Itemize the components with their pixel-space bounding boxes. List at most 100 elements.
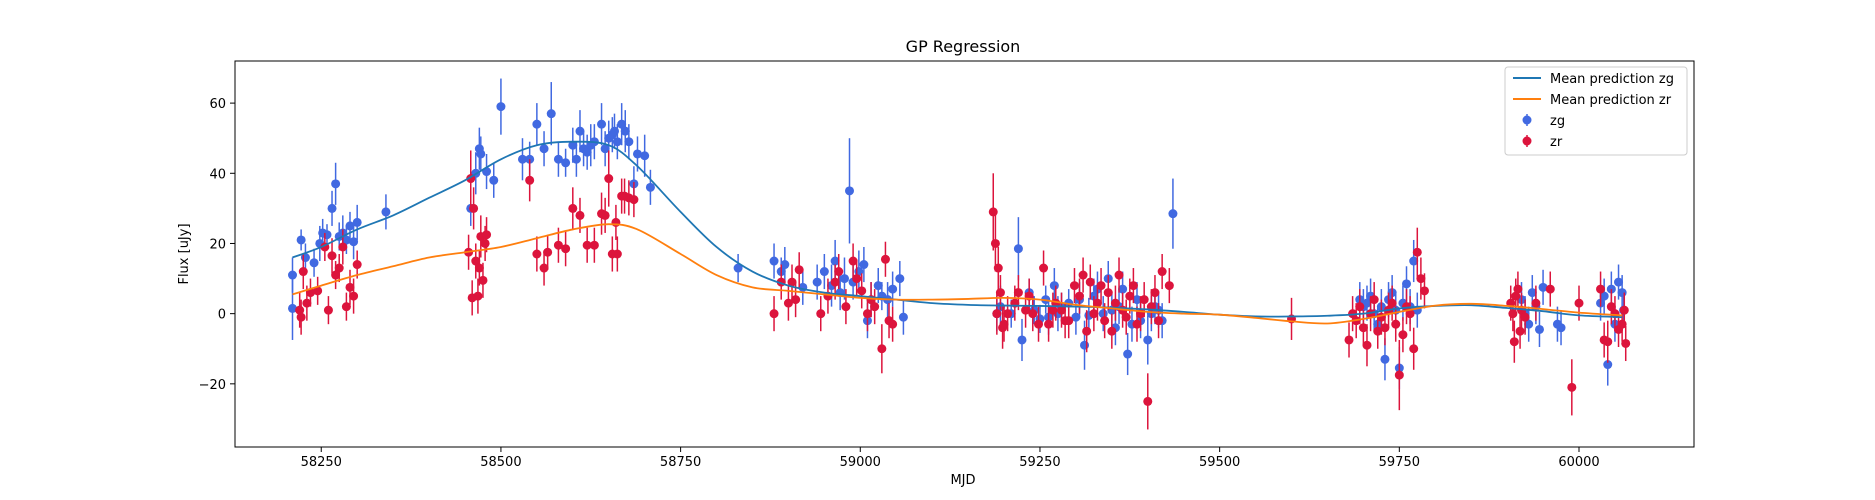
zr-point <box>999 319 1009 329</box>
zg-point <box>341 235 351 245</box>
zg-point <box>898 312 908 322</box>
zr-point <box>480 238 490 248</box>
zr-point <box>988 207 998 217</box>
y-tick-label: 20 <box>209 237 226 252</box>
zr-point <box>582 240 592 250</box>
zg-point <box>476 149 486 159</box>
zg-point <box>322 230 332 240</box>
zg-point <box>597 119 607 129</box>
mean-prediction-zg-line <box>292 140 1623 319</box>
zr-point <box>1128 281 1138 291</box>
zr-point <box>295 305 305 315</box>
legend-label: zr <box>1550 135 1563 150</box>
zr-point <box>1373 326 1383 336</box>
zr-point <box>1567 382 1577 392</box>
zr-point <box>769 309 779 319</box>
zr-point <box>478 275 488 285</box>
y-axis: −20 0 20 40 60 <box>199 97 235 393</box>
zg-point <box>381 207 391 217</box>
zr-point <box>629 195 639 205</box>
zg-point <box>1017 335 1027 345</box>
zr-point <box>469 203 479 213</box>
zr-point <box>539 263 549 273</box>
zg-point <box>1132 295 1142 305</box>
zr-point <box>1100 316 1110 326</box>
zr-point <box>1621 338 1631 348</box>
zg-point <box>830 256 840 266</box>
zr-point <box>1366 309 1376 319</box>
zg-point <box>1098 309 1108 319</box>
y-tick-label: 40 <box>209 167 226 182</box>
zr-point <box>816 309 826 319</box>
zr-point <box>1515 326 1525 336</box>
legend-label: zg <box>1550 114 1565 129</box>
zr-point <box>995 288 1005 298</box>
zr-point <box>830 277 840 287</box>
zr-point <box>298 267 308 277</box>
zr-point <box>1069 281 1079 291</box>
zg-point <box>352 217 362 227</box>
zg-point <box>733 263 743 273</box>
zr-point <box>1531 298 1541 308</box>
x-tick-label: 59250 <box>1019 455 1060 470</box>
zg-point <box>1556 323 1566 333</box>
x-tick-label: 59000 <box>840 455 881 470</box>
zr-point <box>345 282 355 292</box>
zr-point <box>1092 298 1102 308</box>
zr-point <box>783 298 793 308</box>
zg-point <box>489 175 499 185</box>
zg-point <box>1409 256 1419 266</box>
zr-point <box>1387 298 1397 308</box>
zr-point <box>1103 288 1113 298</box>
zr-point <box>561 244 571 254</box>
zg-point <box>553 154 563 164</box>
zr-point <box>331 270 341 280</box>
zr-point <box>302 298 312 308</box>
zr-point <box>525 175 535 185</box>
zr-point <box>877 344 887 354</box>
zr-point <box>1606 302 1616 312</box>
zg-point <box>1071 312 1081 322</box>
zg-point <box>568 140 578 150</box>
zg-point <box>1538 282 1548 292</box>
zr-point <box>1154 316 1164 326</box>
legend-box <box>1504 66 1688 156</box>
zr-point <box>1082 326 1092 336</box>
zg-point <box>1123 349 1133 359</box>
zr-point <box>1089 309 1099 319</box>
legend-point-swatch <box>1522 136 1532 146</box>
zr-point <box>1057 305 1067 315</box>
plot-area <box>287 78 1631 430</box>
y-tick-label: 0 <box>218 308 226 323</box>
zg-point <box>873 281 883 291</box>
zg-point <box>1599 291 1609 301</box>
legend-point-swatch <box>1522 115 1532 125</box>
zr-point <box>852 274 862 284</box>
zr-point <box>323 305 333 315</box>
zr-point <box>1013 288 1023 298</box>
zg-point <box>287 303 297 313</box>
zg-point <box>632 149 642 159</box>
x-tick-label: 58500 <box>480 455 521 470</box>
zr-point <box>1619 305 1629 315</box>
zr-point <box>1509 337 1519 347</box>
zr-point <box>1391 319 1401 329</box>
zr-point <box>1074 291 1084 301</box>
zr-point <box>296 312 306 322</box>
zr-point <box>604 174 614 184</box>
zr-point <box>834 267 844 277</box>
zr-point <box>1125 291 1135 301</box>
zg-point <box>640 151 650 161</box>
zr-point <box>1344 335 1354 345</box>
x-axis-label: MJD <box>950 473 975 488</box>
data-marks <box>287 78 1631 430</box>
zr-point <box>553 240 563 250</box>
zr-point <box>334 263 344 273</box>
zr-point <box>313 286 323 296</box>
zg-point <box>532 119 542 129</box>
zr-point <box>1603 337 1613 347</box>
zr-point <box>1362 340 1372 350</box>
zr-point <box>1107 326 1117 336</box>
zg-point <box>1617 288 1627 298</box>
zg-point <box>617 119 627 129</box>
